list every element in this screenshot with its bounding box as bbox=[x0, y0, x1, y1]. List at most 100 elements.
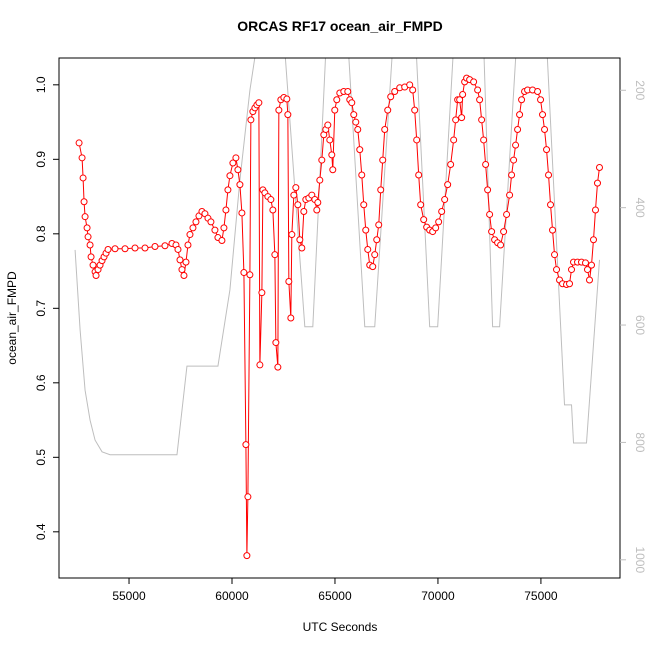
point bbox=[387, 93, 395, 101]
point bbox=[111, 245, 119, 253]
point bbox=[86, 241, 94, 249]
point bbox=[549, 226, 557, 234]
y2-tick-label: 800 bbox=[633, 432, 647, 452]
point bbox=[84, 233, 92, 241]
point bbox=[287, 314, 295, 322]
point bbox=[271, 251, 279, 259]
point bbox=[243, 552, 251, 560]
point bbox=[244, 493, 252, 501]
point bbox=[510, 156, 518, 164]
point bbox=[218, 237, 226, 245]
point bbox=[458, 114, 466, 122]
point bbox=[474, 86, 482, 94]
point bbox=[360, 201, 368, 209]
point bbox=[182, 258, 190, 266]
point bbox=[413, 136, 421, 144]
x-tick-label: 65000 bbox=[318, 589, 352, 603]
point bbox=[406, 81, 414, 89]
point bbox=[348, 99, 356, 107]
point bbox=[75, 139, 83, 147]
x-tick-label: 60000 bbox=[215, 589, 249, 603]
point bbox=[131, 244, 139, 252]
point bbox=[384, 106, 392, 114]
point bbox=[381, 126, 389, 134]
point bbox=[411, 106, 419, 114]
point bbox=[444, 181, 452, 189]
point bbox=[161, 242, 169, 250]
point bbox=[232, 154, 240, 162]
point bbox=[78, 154, 86, 162]
point bbox=[104, 245, 112, 253]
y2-tick-label: 600 bbox=[633, 315, 647, 335]
point bbox=[174, 245, 182, 253]
point bbox=[240, 269, 248, 277]
point bbox=[420, 216, 428, 224]
x-axis-label: UTC Seconds bbox=[303, 620, 378, 634]
y2-tick-label: 1000 bbox=[633, 546, 647, 573]
point bbox=[379, 156, 387, 164]
point bbox=[369, 263, 377, 271]
point bbox=[480, 136, 488, 144]
point bbox=[242, 441, 250, 449]
point bbox=[176, 256, 184, 264]
series-line bbox=[74, 58, 600, 456]
point bbox=[587, 261, 595, 269]
point bbox=[184, 241, 192, 249]
point bbox=[508, 171, 516, 179]
y-tick-label: 0.6 bbox=[34, 374, 48, 391]
point bbox=[518, 96, 526, 104]
point bbox=[324, 121, 332, 129]
point bbox=[298, 244, 306, 252]
point bbox=[211, 226, 219, 234]
point bbox=[344, 88, 352, 96]
point bbox=[80, 198, 88, 206]
point bbox=[459, 91, 467, 99]
point bbox=[547, 201, 555, 209]
point bbox=[595, 164, 603, 172]
point bbox=[272, 339, 280, 347]
point bbox=[543, 146, 551, 154]
point bbox=[296, 236, 304, 244]
point bbox=[207, 218, 215, 226]
y2-tick-label: 200 bbox=[633, 80, 647, 100]
point bbox=[352, 118, 360, 126]
point bbox=[441, 196, 449, 204]
point bbox=[545, 171, 553, 179]
point bbox=[584, 266, 592, 274]
point bbox=[541, 126, 549, 134]
point bbox=[256, 361, 264, 369]
point bbox=[180, 272, 188, 280]
point bbox=[267, 196, 275, 204]
point bbox=[121, 245, 129, 253]
point bbox=[456, 96, 464, 104]
point bbox=[290, 191, 298, 199]
point bbox=[470, 78, 478, 86]
point bbox=[92, 272, 100, 280]
point bbox=[435, 218, 443, 226]
point bbox=[313, 206, 321, 214]
point bbox=[551, 251, 559, 259]
point bbox=[356, 146, 364, 154]
point bbox=[192, 218, 200, 226]
plot-frame bbox=[58, 57, 621, 579]
point bbox=[285, 277, 293, 285]
point bbox=[234, 166, 242, 174]
point bbox=[582, 259, 590, 267]
point bbox=[288, 231, 296, 239]
point bbox=[503, 210, 511, 218]
point bbox=[364, 245, 372, 253]
point bbox=[275, 106, 283, 114]
x-tick-label: 55000 bbox=[112, 589, 146, 603]
point bbox=[229, 159, 237, 167]
point bbox=[83, 224, 91, 232]
point bbox=[432, 224, 440, 232]
point bbox=[189, 224, 197, 232]
point bbox=[415, 171, 423, 179]
point bbox=[236, 181, 244, 189]
point bbox=[89, 261, 97, 269]
y-tick-label: 0.8 bbox=[34, 225, 48, 242]
point bbox=[258, 289, 266, 297]
point bbox=[247, 116, 255, 124]
point bbox=[488, 228, 496, 236]
